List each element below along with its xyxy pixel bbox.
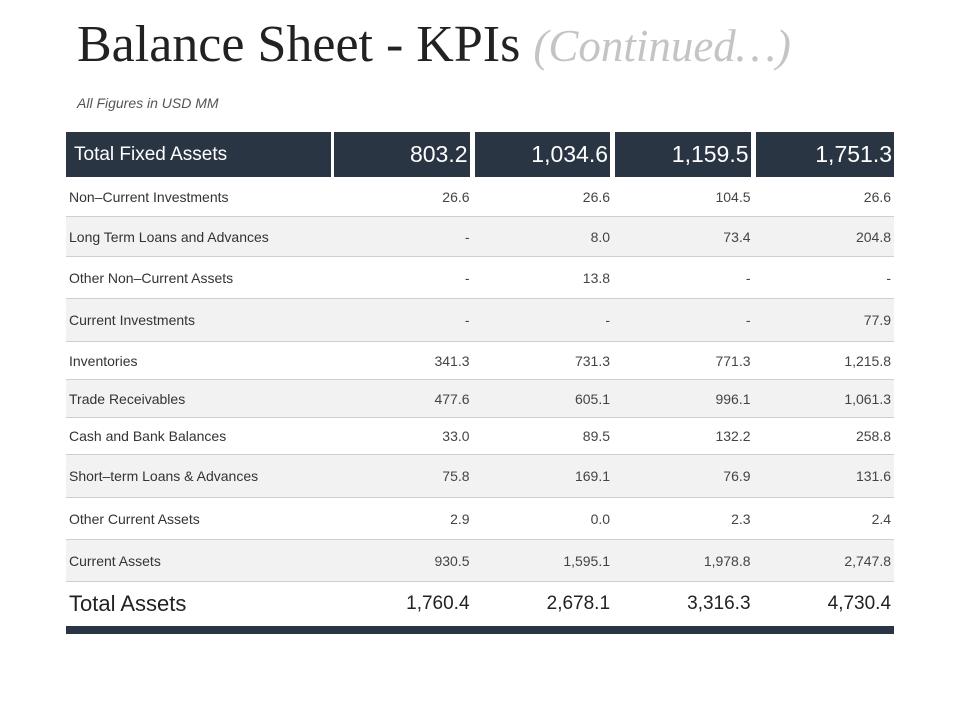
row-label: Long Term Loans and Advances — [69, 228, 269, 245]
page-title-suffix: (Continued…) — [533, 21, 791, 71]
table-row: Current Investments - - - 77.9 — [66, 299, 894, 342]
row-value: - — [464, 312, 470, 328]
total-value: 4,730.4 — [827, 593, 892, 614]
row-value: 1,215.8 — [844, 352, 892, 369]
row-value: 26.6 — [442, 188, 470, 205]
row-value: 169.1 — [574, 468, 611, 484]
row-value: 33.0 — [442, 428, 470, 444]
total-value: 2,678.1 — [546, 593, 611, 614]
table-row: Long Term Loans and Advances - 8.0 73.4 … — [66, 217, 894, 257]
row-value: 26.6 — [863, 188, 892, 205]
row-value: 771.3 — [715, 352, 751, 369]
header-value: 803.2 — [334, 132, 470, 177]
row-value: - — [886, 269, 892, 286]
row-value: 132.2 — [715, 428, 751, 444]
row-value: 1,061.3 — [844, 390, 892, 407]
header-label: Total Fixed Assets — [66, 132, 332, 177]
row-value: - — [745, 312, 751, 328]
row-value: 75.8 — [442, 468, 470, 484]
row-value: 930.5 — [434, 552, 470, 569]
row-value: 2.9 — [450, 510, 470, 527]
row-label: Current Investments — [69, 312, 196, 328]
row-value: 258.8 — [855, 428, 892, 444]
row-value: 89.5 — [582, 428, 611, 444]
row-value: 13.8 — [582, 269, 611, 286]
row-value: 76.9 — [723, 468, 751, 484]
row-label: Non–Current Investments — [69, 188, 229, 205]
table-row: Short–term Loans & Advances 75.8 169.1 7… — [66, 455, 894, 498]
row-value: 77.9 — [863, 312, 892, 328]
total-value: 3,316.3 — [687, 593, 751, 614]
balance-sheet-table: Total Fixed Assets 803.2 1,034.6 1,159.5… — [66, 132, 895, 634]
row-label: Other Non–Current Assets — [69, 269, 234, 286]
table-body: Non–Current Investments 26.6 26.6 104.5 … — [66, 177, 894, 582]
row-value: - — [464, 269, 470, 286]
row-label: Cash and Bank Balances — [69, 428, 227, 444]
table-row: Other Non–Current Assets - 13.8 - - — [66, 257, 894, 299]
row-value: - — [605, 312, 611, 328]
table-row: Non–Current Investments 26.6 26.6 104.5 … — [66, 177, 894, 217]
row-label: Trade Receivables — [69, 390, 186, 407]
row-value: 731.3 — [574, 352, 611, 369]
table-row: Other Current Assets 2.9 0.0 2.3 2.4 — [66, 498, 894, 540]
row-value: 996.1 — [715, 390, 751, 407]
row-value: 1,595.1 — [563, 552, 611, 569]
row-value: 2,747.8 — [844, 552, 892, 569]
row-value: - — [745, 269, 751, 286]
row-value: 26.6 — [582, 188, 611, 205]
total-assets-row: Total Assets 1,760.4 2,678.1 3,316.3 4,7… — [66, 582, 894, 634]
header-value: 1,159.5 — [615, 132, 751, 177]
row-value: 2.3 — [731, 510, 751, 527]
row-value: 2.4 — [871, 510, 892, 527]
row-label: Other Current Assets — [69, 510, 200, 527]
row-value: 1,978.8 — [703, 552, 751, 569]
row-value: - — [464, 228, 470, 245]
table-row: Current Assets 930.5 1,595.1 1,978.8 2,7… — [66, 540, 894, 582]
total-label: Total Assets — [69, 591, 187, 616]
row-label: Inventories — [69, 352, 138, 369]
row-label: Short–term Loans & Advances — [69, 468, 259, 484]
page-title: Balance Sheet - KPIs (Continued…) — [77, 14, 791, 77]
row-value: 73.4 — [723, 228, 751, 245]
row-value: 341.3 — [434, 352, 470, 369]
total-value: 1,760.4 — [406, 593, 470, 614]
units-note: All Figures in USD MM — [77, 95, 219, 111]
table-row: Cash and Bank Balances 33.0 89.5 132.2 2… — [66, 418, 894, 455]
row-value: 8.0 — [590, 228, 611, 245]
table-row: Inventories 341.3 731.3 771.3 1,215.8 — [66, 342, 894, 380]
row-value: 0.0 — [590, 510, 611, 527]
row-value: 204.8 — [855, 228, 892, 245]
row-value: 477.6 — [434, 390, 470, 407]
header-value: 1,034.6 — [474, 132, 611, 177]
table-header-row: Total Fixed Assets 803.2 1,034.6 1,159.5… — [66, 132, 895, 177]
row-value: 605.1 — [574, 390, 611, 407]
row-value: 104.5 — [715, 188, 751, 205]
table-row: Trade Receivables 477.6 605.1 996.1 1,06… — [66, 380, 894, 418]
row-label: Current Assets — [69, 552, 161, 569]
page-title-main: Balance Sheet - KPIs — [77, 16, 521, 73]
header-value: 1,751.3 — [755, 132, 895, 177]
row-value: 131.6 — [855, 468, 892, 484]
